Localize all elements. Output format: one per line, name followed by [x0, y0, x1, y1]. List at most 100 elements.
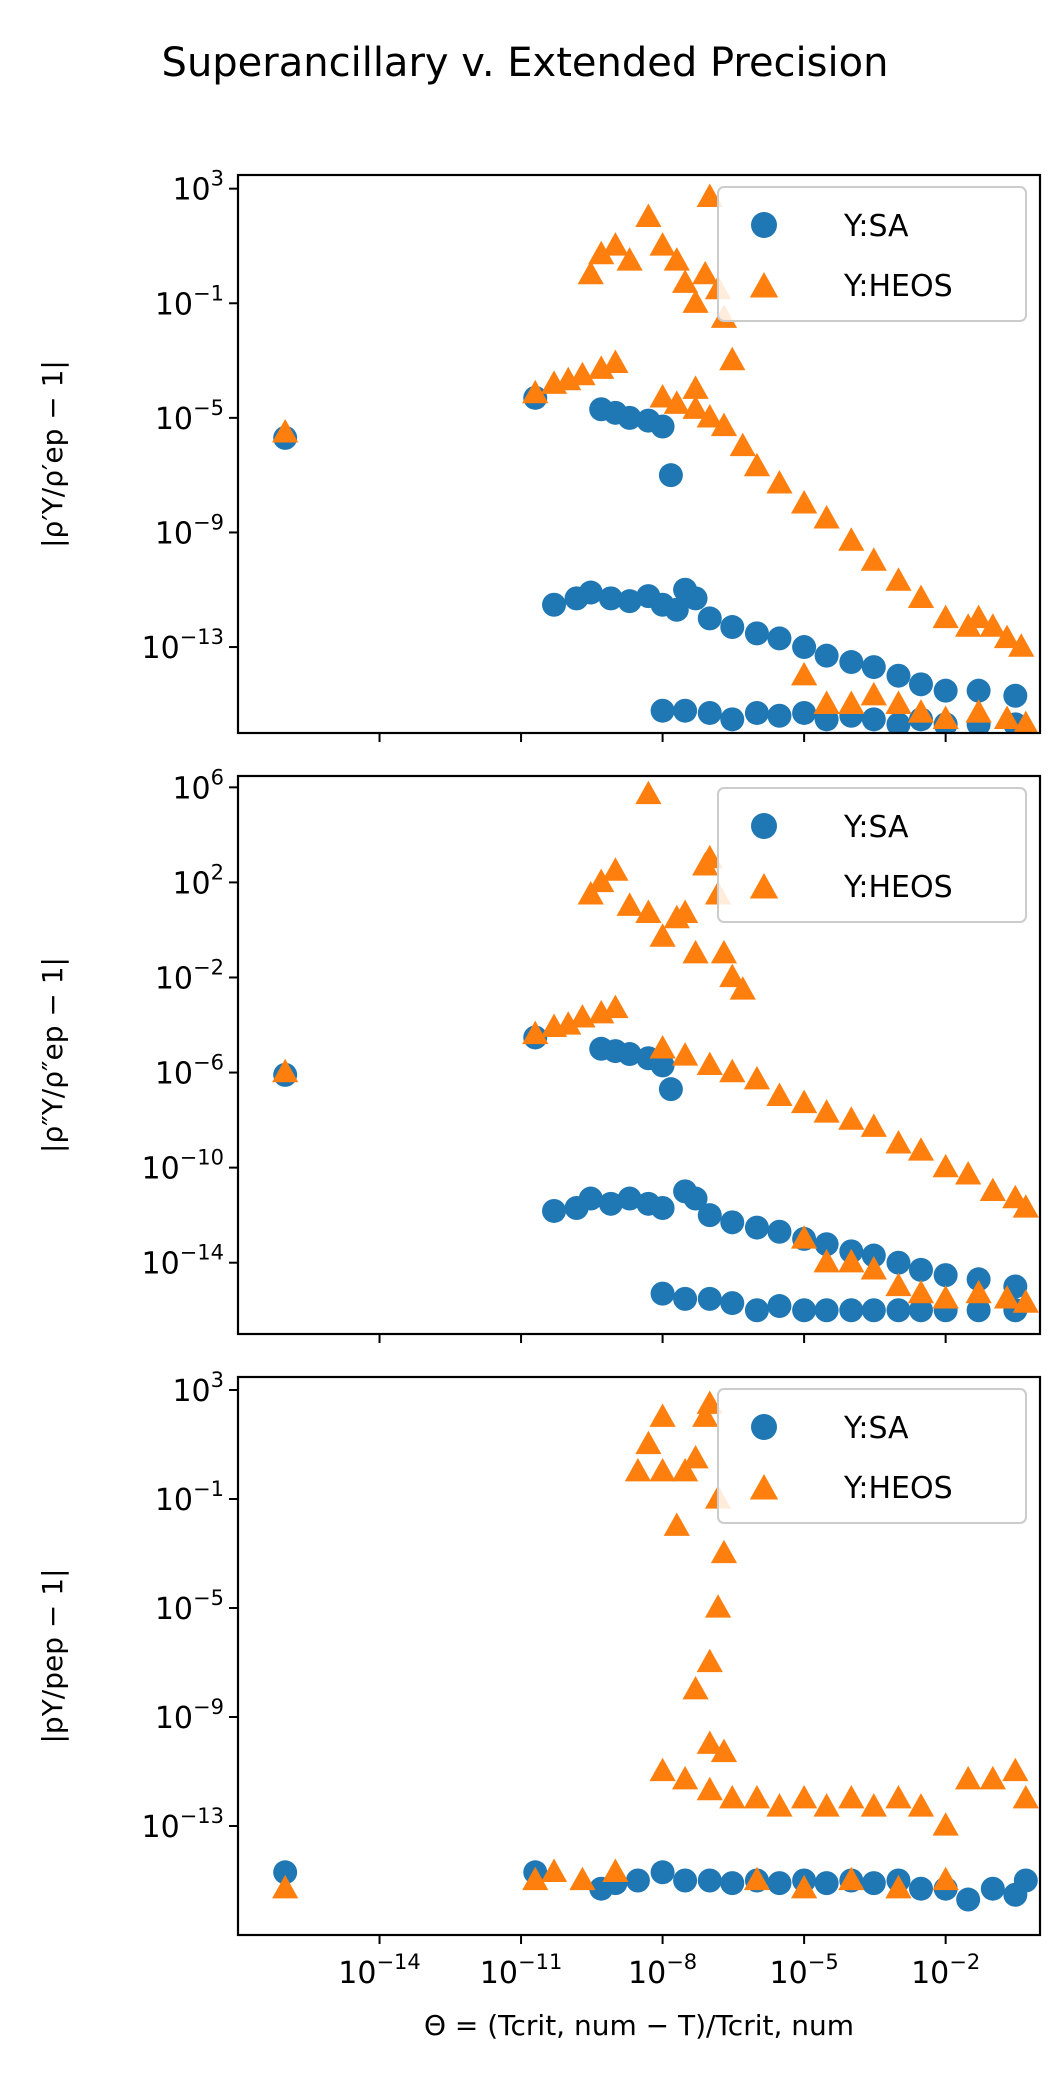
data-point-heos	[696, 1390, 723, 1414]
legend-marker-heos	[749, 1474, 779, 1500]
legend-marker-sa	[751, 1414, 777, 1440]
y-axis-label: |pY/pep − 1|	[36, 1568, 69, 1743]
plot-frame	[236, 1375, 1042, 1937]
data-point-heos	[602, 994, 629, 1019]
y-tick-label: 10−5	[155, 396, 224, 437]
data-point-heos	[577, 881, 604, 905]
y-tick-label: 10−14	[141, 1241, 224, 1282]
data-point-heos	[932, 604, 959, 629]
data-point-heos	[588, 868, 615, 893]
data-point-heos	[272, 419, 299, 443]
data-point-sa	[767, 703, 792, 728]
data-point-heos	[791, 1225, 818, 1249]
data-point-heos	[692, 1403, 719, 1427]
legend-entry-label: Y:SA	[843, 209, 909, 244]
data-point-heos	[885, 1272, 912, 1297]
data-point-sa	[697, 1286, 722, 1311]
data-point-heos	[885, 567, 912, 591]
data-point-sa	[720, 1871, 745, 1896]
data-point-sa	[650, 414, 675, 439]
legend: Y:SA Y:HEOS	[717, 1388, 1027, 1524]
data-point-sa	[861, 1871, 886, 1896]
data-point-heos	[671, 1457, 699, 1482]
y-tick-label: 10−9	[155, 510, 224, 551]
data-point-heos	[955, 1160, 982, 1185]
plot-frame	[236, 774, 1042, 1336]
data-point-sa	[886, 1250, 911, 1275]
data-point-heos	[907, 1279, 935, 1304]
data-point-heos	[885, 1874, 912, 1899]
data-point-sa	[839, 1298, 864, 1323]
data-point-heos	[671, 1042, 699, 1066]
data-point-heos	[993, 705, 1021, 729]
data-point-heos	[588, 240, 615, 265]
legend-entry-label: Y:SA	[843, 1411, 909, 1446]
data-point-heos	[577, 260, 604, 285]
x-axis-label: Θ = (Tcrit, num − T)/Tcrit, num	[424, 2009, 854, 2042]
data-point-heos	[813, 1793, 840, 1817]
data-point-heos	[692, 260, 719, 285]
data-point-sa	[814, 643, 839, 668]
data-point-heos	[719, 963, 746, 988]
data-point-heos	[955, 1765, 982, 1790]
data-point-sa	[767, 626, 792, 651]
y-tick-label: 102	[172, 860, 224, 901]
data-point-sa	[886, 712, 911, 733]
data-point-heos	[704, 1594, 732, 1618]
data-point-heos	[710, 1738, 738, 1763]
data-point-heos	[682, 1675, 709, 1700]
y-tick-label: 10−9	[155, 1695, 224, 1736]
data-point-sa	[908, 672, 933, 697]
y-tick-label: 103	[172, 1368, 224, 1409]
data-point-heos	[791, 1874, 818, 1899]
data-point-heos	[885, 1130, 912, 1154]
data-point-heos	[671, 899, 699, 923]
data-point-heos	[932, 1153, 959, 1178]
data-point-sa	[744, 621, 769, 646]
data-point-heos	[979, 1765, 1006, 1790]
data-point-heos	[635, 203, 662, 227]
data-point-sa	[617, 405, 642, 430]
data-point-heos	[682, 1444, 709, 1469]
x-tick-label: 10−14	[338, 1950, 421, 1991]
data-point-sa	[625, 1868, 650, 1893]
data-point-heos	[272, 1874, 299, 1899]
legend: Y:SA Y:HEOS	[717, 787, 1027, 923]
data-point-heos	[791, 490, 818, 514]
data-point-sa	[861, 1298, 886, 1323]
data-point-sa	[744, 1215, 769, 1240]
data-point-heos	[1002, 1757, 1029, 1782]
data-point-sa	[598, 1191, 623, 1216]
data-point-sa	[861, 707, 886, 732]
data-point-heos	[965, 604, 992, 629]
data-point-heos	[932, 1812, 959, 1836]
y-tick-label: 10−13	[141, 1804, 224, 1845]
x-tick-label: 10−5	[770, 1950, 839, 1991]
data-point-sa	[908, 1298, 933, 1323]
legend-box	[717, 1388, 1027, 1524]
data-point-sa	[650, 1860, 675, 1885]
data-point-sa	[767, 1871, 792, 1896]
data-point-sa	[578, 580, 603, 605]
data-point-sa	[683, 586, 708, 611]
y-tick-label: 106	[172, 765, 224, 806]
data-point-sa	[861, 655, 886, 680]
legend-box	[717, 186, 1027, 322]
data-point-heos	[682, 289, 709, 313]
data-point-sa	[697, 1868, 722, 1893]
data-point-heos	[1012, 1784, 1039, 1809]
data-point-heos	[813, 1099, 840, 1123]
data-point-heos	[602, 232, 629, 256]
data-point-heos	[838, 1106, 865, 1130]
data-point-sa	[273, 1860, 298, 1885]
data-point-heos	[743, 452, 771, 477]
y-tick-label: 10−10	[141, 1146, 224, 1187]
series-heos	[272, 1390, 1039, 1899]
data-point-sa	[697, 606, 722, 631]
data-point-heos	[965, 1279, 992, 1304]
data-point-sa	[966, 678, 991, 703]
data-point-heos	[710, 939, 738, 964]
series-heos	[272, 780, 1039, 1313]
data-point-sa	[886, 1298, 911, 1323]
